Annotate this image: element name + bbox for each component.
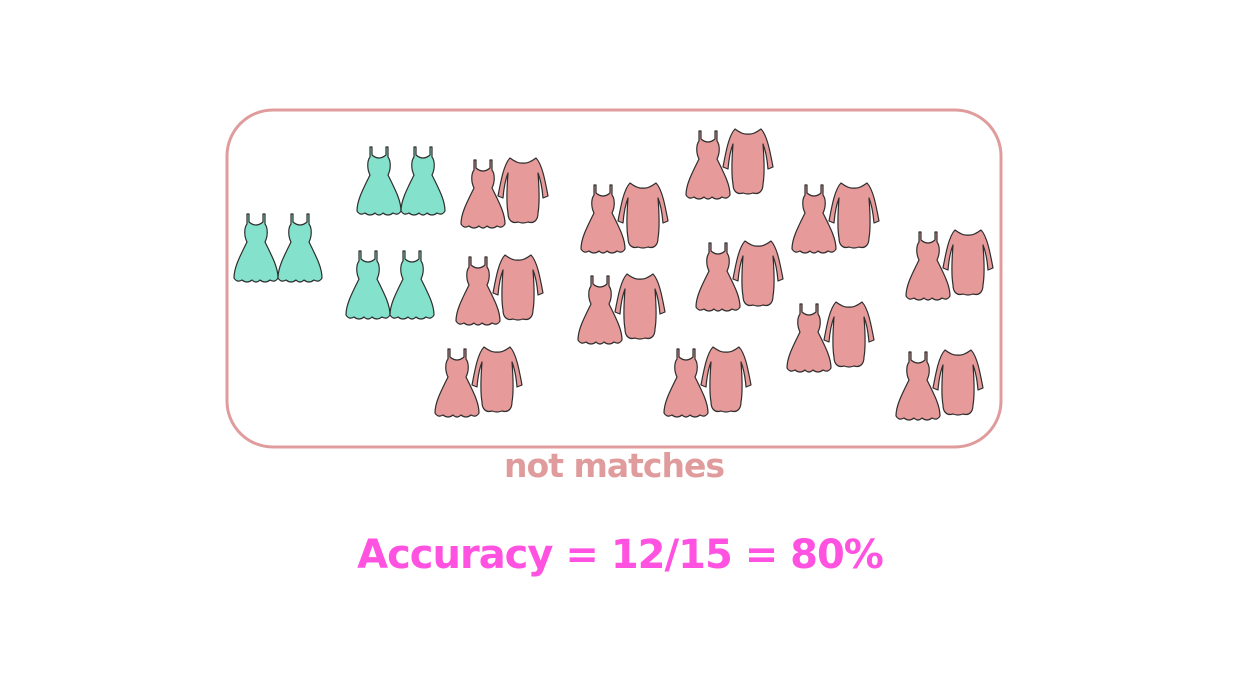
mismatched-dress-pair-icon xyxy=(663,346,752,418)
dress-icon xyxy=(400,146,446,216)
mismatched-dress-pair-icon xyxy=(786,301,875,373)
box-label: not matches xyxy=(504,446,725,485)
long-sleeve-dress-icon xyxy=(932,349,984,416)
mismatched-dress-pair-icon xyxy=(685,128,774,200)
long-sleeve-dress-icon xyxy=(617,182,669,249)
dress-pair-icon xyxy=(356,146,446,216)
dress-pair-icon xyxy=(233,213,323,283)
dress-icon xyxy=(356,146,402,216)
mismatched-dress-pair-icon xyxy=(580,182,669,254)
long-sleeve-dress-icon xyxy=(614,273,666,340)
mismatched-dress-pair-icon xyxy=(791,182,880,254)
mismatched-dress-pair-icon xyxy=(434,346,523,418)
long-sleeve-dress-icon xyxy=(497,157,549,224)
mismatched-dress-pair-icon xyxy=(455,254,544,326)
mismatched-dress-pair-icon xyxy=(460,157,549,229)
long-sleeve-dress-icon xyxy=(492,254,544,321)
mismatched-dress-pair-icon xyxy=(695,240,784,312)
long-sleeve-dress-icon xyxy=(722,128,774,195)
long-sleeve-dress-icon xyxy=(471,346,523,413)
dress-icon xyxy=(233,213,279,283)
accuracy-equation: Accuracy = 12/15 = 80% xyxy=(357,532,884,578)
dress-icon xyxy=(277,213,323,283)
long-sleeve-dress-icon xyxy=(732,240,784,307)
dress-pair-icon xyxy=(345,250,435,320)
mismatched-dress-pair-icon xyxy=(577,273,666,345)
mismatched-dress-pair-icon xyxy=(905,229,994,301)
mismatched-dress-pair-icon xyxy=(895,349,984,421)
long-sleeve-dress-icon xyxy=(942,229,994,296)
long-sleeve-dress-icon xyxy=(823,301,875,368)
not-matches-box xyxy=(225,108,1003,449)
dress-icon xyxy=(389,250,435,320)
dress-icon xyxy=(345,250,391,320)
long-sleeve-dress-icon xyxy=(828,182,880,249)
long-sleeve-dress-icon xyxy=(700,346,752,413)
